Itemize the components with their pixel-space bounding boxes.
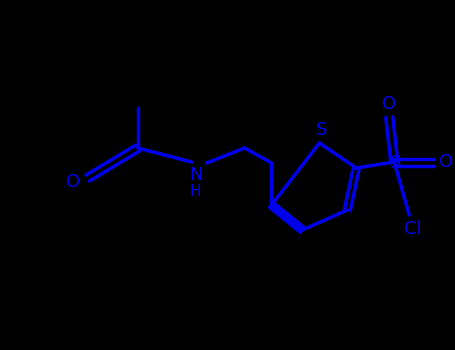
Text: H: H bbox=[190, 183, 202, 198]
Text: S: S bbox=[316, 121, 327, 139]
Text: S: S bbox=[389, 154, 401, 172]
Text: O: O bbox=[66, 173, 80, 191]
Text: N: N bbox=[189, 166, 202, 184]
Text: Cl: Cl bbox=[404, 220, 422, 238]
Text: O: O bbox=[439, 153, 453, 171]
Text: O: O bbox=[382, 95, 396, 113]
